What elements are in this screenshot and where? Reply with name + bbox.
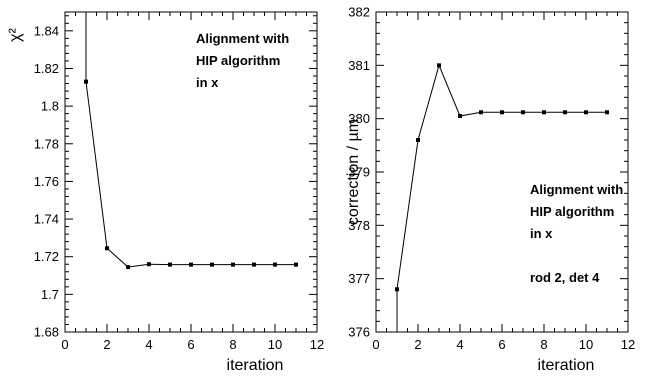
x-tick-label: 0 [61,337,68,352]
y-tick-label: 1.76 [34,174,59,189]
x-tick-label: 4 [456,337,463,352]
annotation-text: rod 2, det 4 [530,270,600,285]
y-tick-label: 1.72 [34,249,59,264]
data-point [437,63,441,68]
x-tick-label: 2 [414,337,421,352]
annotation-text: HIP algorithm [196,53,280,68]
data-point [294,262,298,267]
data-point [416,138,420,142]
x-axis-title: iteration [227,357,284,374]
y-tick-label: 1.7 [41,287,59,302]
y-tick-label: 377 [348,271,370,286]
y-tick-label: 1.68 [34,325,59,340]
annotation-text: Alignment with [196,31,289,46]
data-point [521,110,525,115]
data-point [584,110,588,115]
annotation-text: in x [196,75,219,90]
data-point [126,265,130,270]
y-tick-label: 1.8 [41,99,59,114]
series-line [396,63,607,332]
series-line [85,12,296,268]
y-tick-label: 380 [348,111,370,126]
data-point [273,262,277,267]
data-point [542,110,546,115]
y-tick-label: 1.74 [34,212,59,227]
y-tick-label: 381 [348,58,370,73]
x-tick-label: 12 [621,337,635,352]
x-tick-label: 0 [372,337,379,352]
x-tick-label: 8 [229,337,236,352]
data-point [105,246,109,251]
x-tick-label: 8 [540,337,547,352]
x-tick-label: 6 [187,337,194,352]
x-tick-label: 12 [310,337,324,352]
data-point [252,262,256,267]
data-point [563,110,567,115]
data-point [395,287,399,292]
annotation-text: Alignment with [530,182,623,197]
y-tick-label: 376 [348,325,370,340]
data-point [479,110,483,115]
chart-panel-2: 0 2 4 6 8 10 12 376 377 378 379 380 381 382 iteration c… [345,5,635,375]
data-point [605,110,609,115]
y-axis-title: correction / µm [345,119,362,225]
data-point [189,262,193,267]
x-axis-title: iteration [538,357,595,374]
x-tick-label: 4 [145,337,152,352]
y-tick-label: 382 [348,5,370,20]
y-axis-title: χ² [7,27,24,41]
data-point [500,110,504,115]
data-point [210,262,214,267]
y-tick-label: 1.78 [34,136,59,151]
y-tick-label: 1.82 [34,61,59,76]
data-point [231,262,235,267]
annotation-text: in x [530,226,553,241]
x-tick-label: 2 [103,337,110,352]
x-tick-label: 10 [579,337,593,352]
y-tick-label: 378 [348,218,370,233]
y-tick-label: 1.84 [34,23,59,38]
data-point [147,262,151,267]
x-tick-label: 6 [498,337,505,352]
x-tick-label: 10 [268,337,282,352]
data-point [458,114,462,118]
y-tick-label: 379 [348,165,370,180]
data-point [84,79,88,84]
chart-panel-1: 0 2 4 6 8 10 12 1.68 1.7 1.72 1.74 1.76 1.78 1.8 1.82 1… [7,11,324,374]
data-point [168,262,172,267]
annotation-text: HIP algorithm [530,204,614,219]
